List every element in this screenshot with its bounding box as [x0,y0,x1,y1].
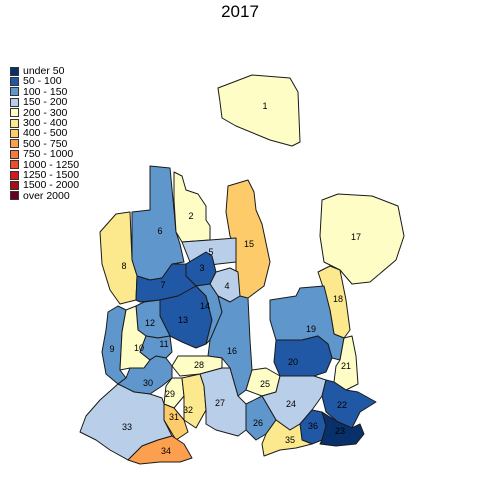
region-label: 25 [260,379,270,389]
region-label: 36 [308,421,318,431]
legend-label: 200 - 300 [23,106,68,119]
region-label: 4 [224,281,229,291]
region-7[interactable] [135,263,197,303]
region-16[interactable] [207,295,253,397]
legend-swatch [10,87,19,97]
legend-swatch [10,180,19,190]
legend-label: 1000 - 1250 [23,158,80,171]
region-label: 32 [183,405,193,415]
region-23[interactable] [319,411,365,447]
region-34[interactable] [127,435,193,465]
region-label: 1 [262,101,267,111]
region-17[interactable] [319,193,405,285]
legend-swatch [10,118,19,128]
region-31[interactable] [163,403,189,441]
region-label: 33 [122,422,132,432]
legend-item: 1000 - 1250 [10,158,80,171]
legend-item: 400 - 500 [10,127,79,140]
legend-swatch [10,77,19,87]
legend-label: over 2000 [23,189,70,202]
region-label: 14 [200,301,210,311]
legend-label: 750 - 1000 [23,148,74,161]
legend-label: 400 - 500 [23,127,68,140]
map-title: 2017 [221,2,259,21]
legend-item: 750 - 1000 [10,148,79,161]
region-label: 19 [306,324,316,334]
legend-label: 500 - 750 [23,137,68,150]
region-2[interactable] [173,171,211,243]
legend: under 50 50 - 100 100 - 150 150 - 200 20… [10,66,79,201]
legend-swatch [10,97,19,107]
legend-label: 100 - 150 [23,85,68,98]
region-label: 22 [337,400,347,410]
legend-label: under 50 [23,65,65,77]
region-label: 7 [160,280,165,290]
region-label: 15 [244,239,254,249]
region-35[interactable] [261,419,313,457]
legend-label: 300 - 400 [23,116,68,129]
region-label: 17 [351,232,361,242]
region-label: 26 [253,418,263,428]
legend-item: 1500 - 2000 [10,179,80,192]
legend-item: 150 - 200 [10,96,79,109]
legend-item: under 50 [10,66,79,76]
legend-swatch [10,149,19,159]
legend-swatch [10,139,19,149]
legend-swatch [10,170,19,180]
legend-swatch [10,108,19,118]
region-label: 10 [134,343,144,353]
legend-item: over 2000 [10,189,79,202]
legend-label: 1500 - 2000 [23,179,80,192]
region-label: 8 [121,261,126,271]
region-label: 31 [169,412,179,422]
legend-item: 500 - 750 [10,137,79,150]
legend-item: 200 - 300 [10,106,79,119]
region-label: 2 [188,211,193,221]
region-1[interactable] [217,74,301,147]
region-label: 5 [208,247,213,257]
region-label: 12 [145,318,155,328]
region-8[interactable] [99,211,138,305]
region-label: 23 [335,426,345,436]
legend-label: 1250 - 1500 [23,168,80,181]
region-label: 13 [178,315,188,325]
region-label: 16 [227,346,237,356]
region-20[interactable] [273,335,333,377]
region-label: 29 [165,389,175,399]
region-label: 18 [333,294,343,304]
region-22[interactable] [321,379,377,429]
region-27[interactable] [199,367,247,437]
legend-swatch [10,129,19,139]
region-label: 28 [194,360,204,370]
region-label: 20 [288,357,298,367]
region-label: 6 [157,226,162,236]
legend-item: 300 - 400 [10,116,79,129]
legend-item: 50 - 100 [10,75,79,88]
region-label: 24 [286,399,296,409]
region-label: 30 [143,378,153,388]
legend-swatch [10,66,19,76]
region-label: 9 [109,344,114,354]
legend-label: 50 - 100 [23,75,62,88]
region-label: 35 [285,435,295,445]
legend-swatch [10,160,19,170]
legend-swatch [10,191,19,201]
legend-label: 150 - 200 [23,96,68,109]
region-label: 21 [341,361,351,371]
region-label: 11 [159,339,168,349]
legend-item: 1250 - 1500 [10,168,80,181]
region-label: 3 [199,263,204,273]
region-label: 27 [215,398,225,408]
legend-item: 100 - 150 [10,85,79,98]
region-label: 34 [161,446,171,456]
